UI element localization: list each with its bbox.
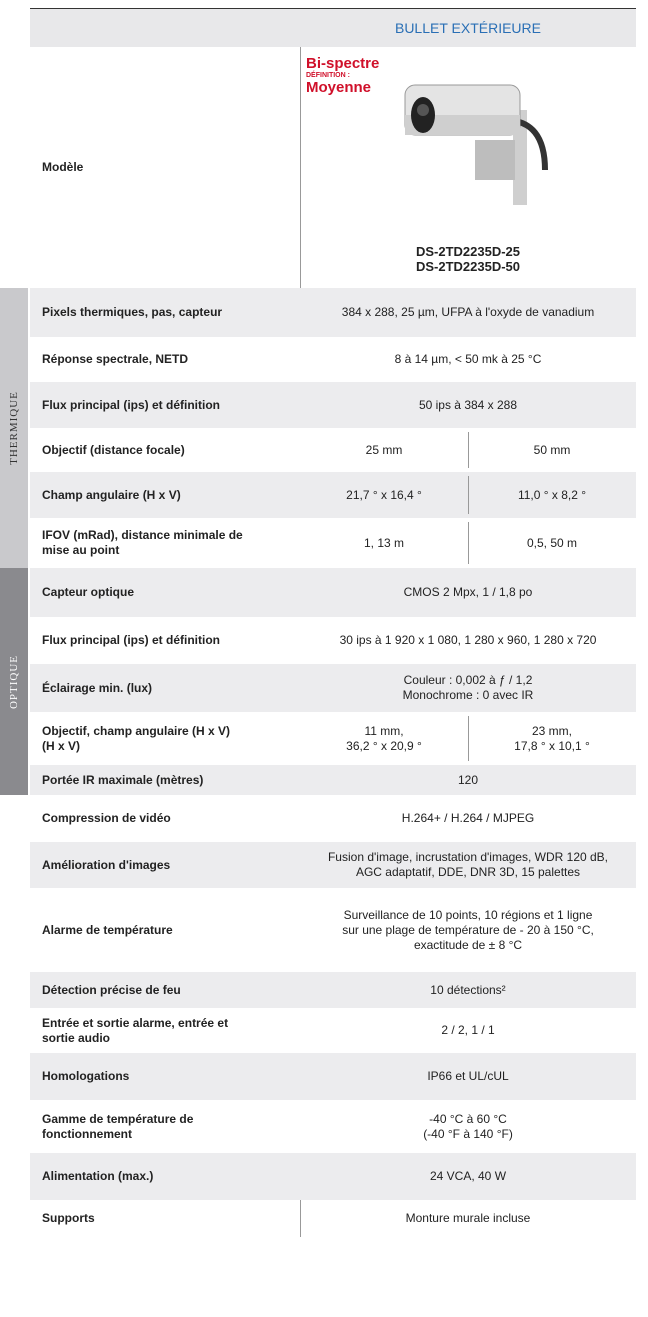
section-band: THERMIQUE (0, 288, 28, 568)
model-name: DS-2TD2235D-25 (415, 244, 521, 259)
row-label: Amélioration d'images (42, 857, 171, 872)
row-bg (30, 428, 636, 472)
row-bg (30, 617, 636, 664)
row-value: 8 à 14 µm, < 50 mk à 25 °C (394, 352, 542, 366)
row-value: 23 mm, 17,8 ° x 10,1 ° (514, 723, 590, 753)
row-value: 0,5, 50 m (526, 535, 578, 550)
row-label: Éclairage min. (lux) (42, 680, 153, 695)
model-names: DS-2TD2235D-25 DS-2TD2235D-50 (300, 238, 636, 280)
row-label: Champ angulaire (H x V) (42, 487, 181, 502)
model-label: Modèle (42, 160, 84, 174)
row-bg (30, 888, 636, 972)
divider (468, 716, 469, 761)
row-bg (30, 1200, 636, 1237)
divider (300, 1200, 301, 1237)
row-label: Détection précise de feu (42, 982, 181, 997)
row-value: 120 (457, 772, 479, 787)
row-value: 24 VCA, 40 W (429, 1169, 507, 1183)
row-bg (30, 568, 636, 617)
row-bg (30, 1100, 636, 1153)
row-value: H.264+ / H.264 / MJPEG (401, 811, 535, 825)
divider (468, 432, 469, 468)
row-label: Alimentation (max.) (42, 1169, 154, 1183)
row-value: 10 détections² (430, 982, 506, 997)
row-label: IFOV (mRad), distance minimale de mise a… (42, 528, 243, 557)
row-label: Capteur optique (42, 585, 134, 599)
row-bg (30, 1008, 636, 1053)
row-label: Homologations (42, 1069, 130, 1083)
row-label: Réponse spectrale, NETD (42, 352, 189, 366)
row-bg (30, 337, 636, 382)
row-bg (30, 664, 636, 712)
row-value: Monture murale incluse (405, 1211, 531, 1225)
row-bg (30, 382, 636, 428)
row-value: 11 mm, 36,2 ° x 20,9 ° (346, 723, 422, 753)
divider (300, 47, 301, 288)
row-value: 25 mm (365, 442, 403, 457)
row-label: Objectif, champ angulaire (H x V) (H x V… (42, 723, 231, 753)
section-label: OPTIQUE (8, 654, 20, 709)
row-bg (30, 518, 636, 568)
row-value: 384 x 288, 25 µm, UFPA à l'oxyde de vana… (341, 305, 595, 319)
header-title: BULLET EXTÉRIEURE (394, 19, 541, 36)
row-label: Compression de vidéo (42, 811, 171, 825)
row-label: Portée IR maximale (mètres) (42, 772, 204, 787)
row-value: CMOS 2 Mpx, 1 / 1,8 po (403, 585, 533, 599)
row-value: Surveillance de 10 points, 10 régions et… (342, 907, 594, 952)
badge-line: DÉFINITION : (306, 72, 350, 79)
row-label: Gamme de température de fonctionnement (42, 1111, 194, 1141)
row-label: Objectif (distance focale) (42, 442, 185, 457)
row-bg (30, 1053, 636, 1100)
row-value: 50 mm (533, 442, 571, 457)
row-label: Flux principal (ips) et définition (42, 397, 221, 412)
row-value: IP66 et UL/cUL (427, 1069, 509, 1083)
divider (468, 522, 469, 564)
row-value: 1, 13 m (363, 535, 405, 550)
model-name: DS-2TD2235D-50 (415, 259, 521, 274)
row-bg (30, 712, 636, 765)
divider (468, 476, 469, 514)
row-value: 30 ips à 1 920 x 1 080, 1 280 x 960, 1 2… (339, 633, 597, 647)
row-bg (30, 1153, 636, 1200)
row-bg (30, 972, 636, 1008)
row-bg (30, 288, 636, 337)
row-label: Alarme de température (42, 922, 173, 937)
row-bg (30, 472, 636, 518)
row-label: Flux principal (ips) et définition (42, 633, 221, 647)
section-band: OPTIQUE (0, 568, 28, 795)
row-value: 2 / 2, 1 / 1 (441, 1023, 495, 1037)
row-value: Couleur : 0,002 à ƒ / 1,2 Monochrome : 0… (402, 673, 534, 702)
row-label: Pixels thermiques, pas, capteur (42, 305, 223, 319)
row-value: 11,0 ° x 8,2 ° (517, 487, 587, 502)
section-label: THERMIQUE (8, 391, 20, 465)
row-value: 21,7 ° x 16,4 ° (346, 487, 422, 502)
badge-line: Moyenne (306, 79, 372, 96)
row-bg (30, 795, 636, 842)
camera-image (404, 84, 548, 205)
header-bar (30, 8, 636, 47)
badge-line: Bi-spectre (306, 55, 380, 72)
row-bg (30, 765, 636, 795)
row-value: 50 ips à 384 x 288 (418, 397, 518, 412)
badge: Bi-spectre DÉFINITION : Moyenne (306, 56, 379, 95)
row-value: Fusion d'image, incrustation d'images, W… (327, 850, 609, 879)
row-label: Entrée et sortie alarme, entrée et sorti… (42, 1015, 229, 1045)
row-label: Supports (42, 1211, 95, 1225)
row-bg (30, 842, 636, 888)
row-value: -40 °C à 60 °C (-40 °F à 140 °F) (423, 1111, 513, 1141)
